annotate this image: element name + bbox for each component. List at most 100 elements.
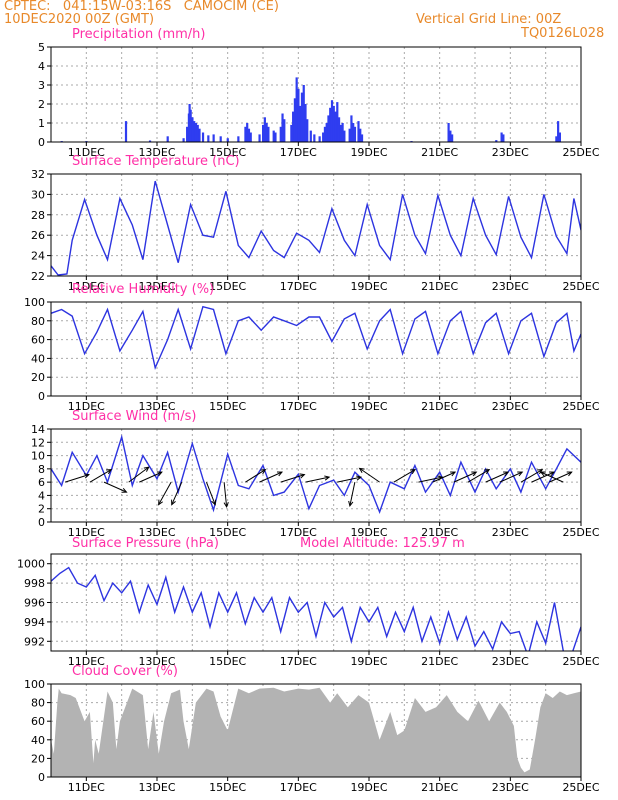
pressure-xtick-label: 15DEC: [209, 655, 246, 668]
wind-arrow: [432, 471, 457, 483]
precip-bar: [207, 135, 210, 142]
humidity-ytick-label: 60: [31, 334, 45, 347]
precip-bar: [193, 121, 196, 142]
wind-ytick-label: 14: [31, 423, 45, 436]
precip-bar: [555, 136, 558, 142]
temperature-ytick-label: 28: [31, 209, 45, 222]
wind-arrow: [499, 471, 524, 483]
precip-bar: [334, 111, 337, 142]
precip-bar: [295, 77, 298, 142]
wind-xtick-label: 19DEC: [350, 526, 387, 539]
wind-arrow: [103, 481, 128, 493]
precip-bar: [293, 98, 296, 142]
precip-bar: [297, 88, 300, 142]
cloud-xtick-label: 25DEC: [562, 781, 599, 794]
precip-bar: [495, 140, 498, 142]
temperature-xtick-label: 15DEC: [209, 280, 246, 293]
precip-bar: [350, 115, 353, 142]
precip-title: Precipitation (mm/h): [72, 27, 205, 42]
wind-ytick-label: 4: [38, 489, 45, 502]
precip-bar: [182, 138, 185, 142]
temperature-ytick-label: 32: [31, 168, 45, 181]
precip-bar: [353, 126, 357, 142]
temperature-title: Surface Temperature (nC): [72, 154, 240, 169]
precip-bar: [360, 134, 364, 142]
cloud-ytick-label: 40: [31, 734, 45, 747]
wind-arrow: [531, 471, 556, 483]
wind-xtick-label: 13DEC: [138, 526, 175, 539]
pressure-ytick-label: 998: [24, 577, 45, 590]
temperature-ytick-label: 24: [31, 250, 45, 263]
precip-bar: [348, 128, 351, 142]
temperature-frame: [50, 173, 582, 277]
precip-bar: [359, 128, 362, 142]
humidity-panel: 0 20 40 60 80 100 11DEC 13DEC 15DEC 17DEC 19DEC 21D…: [24, 282, 600, 413]
precip-bar: [339, 124, 342, 142]
wind-xtick-label: 23DEC: [492, 526, 529, 539]
header-station: CPTEC: 041:15W-03:16S CAMOCIM (CE): [4, 0, 279, 14]
wind-ytick-label: 2: [38, 503, 45, 516]
precip-bar: [329, 107, 332, 142]
precip-xtick-label: 11DEC: [68, 146, 105, 159]
wind-arrow: [89, 469, 113, 483]
precip-bar: [265, 123, 268, 142]
humidity-xtick-label: 11DEC: [68, 400, 105, 413]
wind-arrow: [485, 471, 510, 483]
cloud-xtick-label: 23DEC: [492, 781, 529, 794]
cloud-xtick-label: 19DEC: [350, 781, 387, 794]
humidity-ytick-label: 80: [31, 315, 45, 328]
pressure-ytick-label: 1000: [17, 558, 45, 571]
humidity-xtick-label: 19DEC: [350, 400, 387, 413]
precip-bar: [304, 104, 307, 142]
humidity-xtick-label: 21DEC: [421, 400, 458, 413]
temperature-xtick-label: 21DEC: [421, 280, 458, 293]
cloud-title: Cloud Cover (%): [72, 664, 178, 679]
precip-bar: [237, 136, 240, 142]
cloud-panel: 0 20 40 60 80 100 11DEC 13DEC 15DEC 17DEC 19DEC 21D…: [24, 664, 600, 794]
humidity-xtick-label: 17DEC: [280, 400, 317, 413]
precip-bar: [201, 132, 205, 142]
header-grid-note: Vertical Grid Line: 00Z: [416, 12, 562, 27]
precip-bar: [249, 132, 252, 142]
pressure-xtick-label: 11DEC: [68, 655, 105, 668]
precip-ytick-label: 0: [38, 136, 45, 149]
wind-arrow: [223, 482, 229, 509]
pressure-xtick-label: 23DEC: [492, 655, 529, 668]
pressure-ytick-label: 992: [24, 635, 45, 648]
temperature-ytick-label: 30: [31, 188, 45, 201]
humidity-ytick-label: 0: [38, 390, 45, 403]
wind-arrow: [453, 471, 478, 483]
precip-xtick-label: 17DEC: [280, 146, 317, 159]
humidity-ytick-label: 40: [31, 352, 45, 365]
precip-ytick-label: 2: [38, 98, 45, 111]
precip-bar: [262, 124, 265, 142]
precip-bar: [258, 134, 261, 142]
wind-ytick-label: 10: [31, 450, 45, 463]
precip-bar: [302, 85, 305, 142]
precip-ytick-label: 1: [38, 117, 45, 130]
precip-bar: [449, 130, 452, 142]
humidity-ytick-label: 20: [31, 371, 45, 384]
precip-ytick-label: 3: [38, 79, 45, 92]
cloud-xtick-label: 17DEC: [280, 781, 317, 794]
precip-bar: [274, 132, 277, 142]
wind-xtick-label: 11DEC: [68, 526, 105, 539]
wind-ytick-label: 12: [31, 436, 45, 449]
precip-bar: [191, 117, 194, 142]
temperature-xtick-label: 13DEC: [138, 280, 175, 293]
precip-bar: [281, 113, 284, 142]
wind-xtick-label: 21DEC: [421, 526, 458, 539]
precip-bar: [451, 134, 454, 142]
wind-arrow: [171, 481, 183, 506]
precip-bar: [279, 126, 282, 142]
precip-bar: [219, 136, 222, 142]
humidity-xtick-label: 25DEC: [562, 400, 599, 413]
precip-bar: [327, 115, 330, 142]
wind-arrow: [245, 469, 267, 483]
wind-arrow: [64, 473, 90, 483]
precip-bar: [318, 136, 321, 142]
wind-arrow: [206, 481, 217, 506]
wind-arrow: [337, 475, 363, 483]
wind-ytick-label: 8: [38, 463, 45, 476]
